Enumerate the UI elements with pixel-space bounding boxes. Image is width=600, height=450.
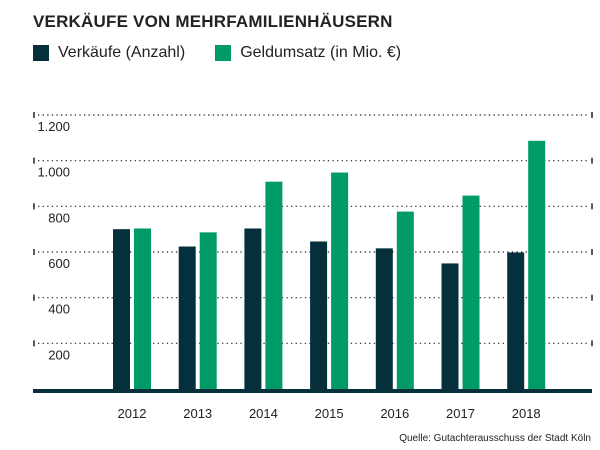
y-tick-label: 800 — [48, 210, 70, 225]
bar-geldumsatz-2013 — [199, 232, 217, 389]
legend-item-geldumsatz: Geldumsatz (in Mio. €) — [215, 44, 401, 62]
x-tick-label: 2018 — [512, 406, 541, 421]
y-tick-label: 200 — [48, 347, 70, 362]
bar-geldumsatz-2012 — [134, 228, 151, 389]
bar-verkaeufe-2018 — [507, 252, 525, 389]
y-tick-label: 600 — [48, 256, 70, 271]
bar-verkaeufe-2017 — [441, 263, 459, 389]
bar-geldumsatz-2017 — [462, 195, 480, 389]
bar-geldumsatz-2016 — [396, 211, 414, 389]
bar-geldumsatz-2018 — [528, 140, 546, 389]
legend-item-verkaeufe: Verkäufe (Anzahl) — [33, 44, 185, 62]
legend-swatch — [215, 45, 232, 61]
x-tick-label: 2017 — [446, 406, 475, 421]
legend-label: Geldumsatz (in Mio. €) — [240, 44, 402, 61]
x-tick-label: 2015 — [315, 406, 344, 421]
y-tick-label: 1.200 — [37, 119, 70, 134]
y-tick-label: 400 — [48, 302, 70, 317]
legend-label: Verkäufe (Anzahl) — [58, 44, 186, 61]
source-note: Quelle: Gutachterausschuss der Stadt Köl… — [399, 433, 591, 444]
bar-geldumsatz-2014 — [265, 181, 283, 389]
legend-swatch — [33, 45, 49, 61]
y-tick-label: 1.000 — [37, 165, 70, 180]
bar-geldumsatz-2015 — [331, 172, 349, 389]
bar-verkaeufe-2014 — [244, 228, 262, 389]
x-tick-label: 2013 — [183, 406, 212, 421]
x-tick-label: 2012 — [118, 406, 147, 421]
x-tick-label: 2014 — [249, 406, 278, 421]
chart-title: VERKÄUFE VON MEHRFAMILIENHÄUSERN — [33, 12, 393, 31]
bar-verkaeufe-2012 — [113, 229, 130, 389]
legend: Verkäufe (Anzahl) Geldumsatz (in Mio. €) — [33, 44, 401, 62]
bar-verkaeufe-2013 — [178, 246, 196, 389]
bar-verkaeufe-2015 — [310, 241, 328, 389]
x-tick-label: 2016 — [380, 406, 409, 421]
x-axis-baseline — [33, 389, 592, 393]
bar-verkaeufe-2016 — [375, 248, 393, 389]
